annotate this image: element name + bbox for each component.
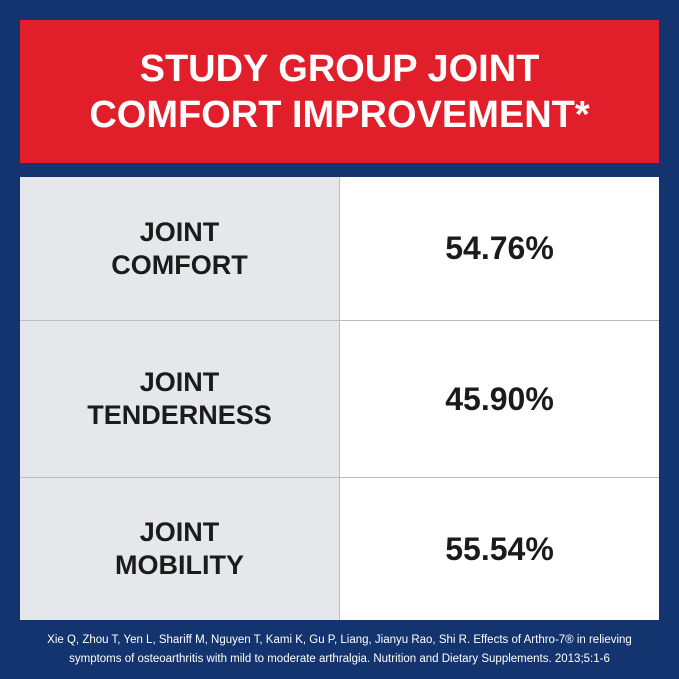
row-label: MOBILITY	[115, 550, 244, 580]
footnote: Xie Q, Zhou T, Yen L, Shariff M, Nguyen …	[0, 631, 679, 669]
row-label: JOINT	[139, 517, 220, 547]
footnote-line: Xie Q, Zhou T, Yen L, Shariff M, Nguyen …	[47, 634, 632, 646]
label-cell: JOINT MOBILITY	[20, 478, 340, 620]
table-row: JOINT TENDERNESS 45.90%	[20, 320, 659, 477]
table-row: JOINT COMFORT 54.76%	[20, 177, 659, 320]
title-line: STUDY GROUP JOINT	[139, 47, 540, 90]
value-cell: 45.90%	[340, 321, 659, 477]
row-value: 54.76%	[445, 230, 554, 266]
row-label: TENDERNESS	[87, 400, 272, 430]
label-cell: JOINT COMFORT	[20, 177, 340, 320]
header-banner: STUDY GROUP JOINT COMFORT IMPROVEMENT*	[20, 20, 659, 163]
title-line: COMFORT IMPROVEMENT*	[89, 93, 590, 136]
row-value: 55.54%	[445, 530, 554, 567]
row-label: COMFORT	[111, 249, 248, 280]
value-cell: 54.76%	[340, 177, 659, 320]
row-label: JOINT	[139, 216, 220, 247]
row-label: JOINT	[139, 367, 220, 397]
row-value: 45.90%	[445, 380, 554, 417]
footnote-line: symptoms of osteoarthritis with mild to …	[69, 653, 610, 665]
value-cell: 55.54%	[340, 478, 659, 620]
results-table: JOINT COMFORT 54.76% JOINT TENDERNESS 45.90% J…	[20, 177, 659, 620]
label-cell: JOINT TENDERNESS	[20, 321, 340, 477]
table-row: JOINT MOBILITY 55.54%	[20, 477, 659, 620]
